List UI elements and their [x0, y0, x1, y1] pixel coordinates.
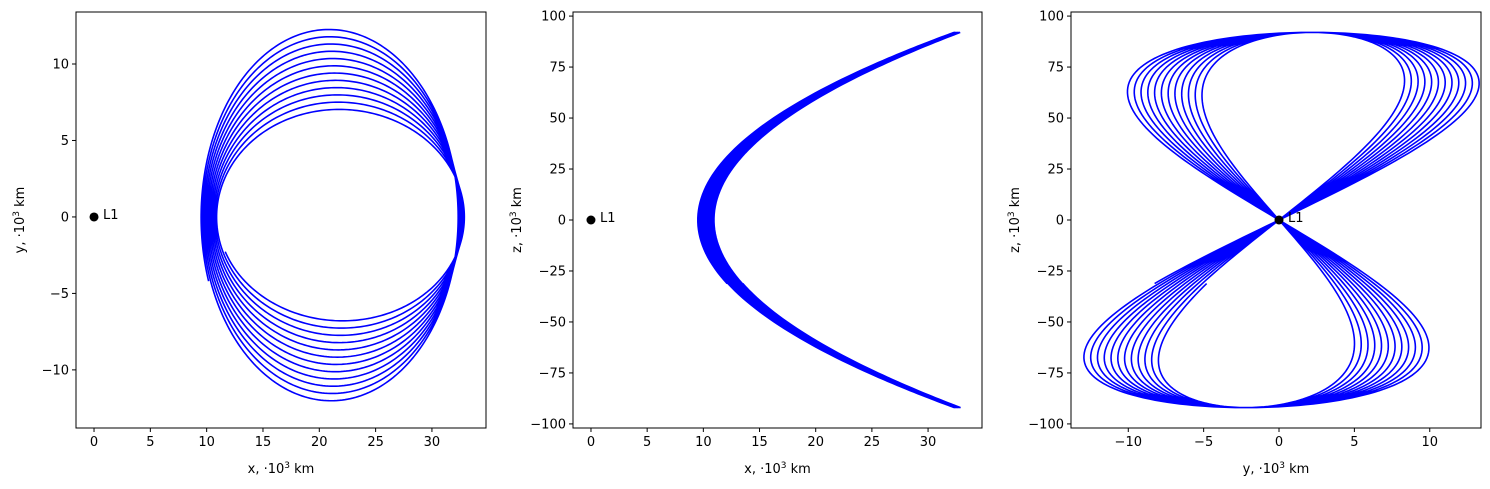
x-tick-label-xy: 25	[367, 435, 384, 450]
x-tick-label-xy: 15	[255, 435, 272, 450]
y-axis-label-yz: z, ·103 km	[1007, 187, 1023, 253]
panel-xz: L1 0 5 10 15 20 25 30 −100 −75 −50 −25 0 25 50 75 100 x, …	[509, 10, 983, 477]
x-tick-label-xz: 5	[643, 435, 651, 450]
y-tick-label-xz: −50	[539, 315, 566, 330]
x-tick-label-xy: 0	[90, 435, 98, 450]
y-axis-label-xy: y, ·103 km	[12, 187, 28, 254]
y-tick-label-xz: −75	[539, 366, 566, 381]
y-tick-label-yz: 100	[1039, 10, 1064, 25]
trajectory-line-yz	[1083, 31, 1480, 409]
trajectory-line-xy	[200, 28, 466, 402]
x-tick-label-yz: −5	[1194, 435, 1213, 450]
y-tick-label-xz: 75	[549, 61, 566, 76]
y-axis-label-xz: z, ·103 km	[509, 187, 525, 253]
y-tick-label-xy: −10	[42, 363, 69, 378]
l1-point-yz	[1274, 215, 1284, 225]
x-tick-label-yz: −10	[1115, 435, 1142, 450]
l1-point-xy	[89, 212, 99, 222]
l1-label-xy: L1	[103, 208, 119, 223]
y-tick-label-xz: 100	[541, 10, 566, 25]
trajectory-line-xz	[697, 31, 961, 409]
l1-label-xz: L1	[600, 211, 616, 226]
y-tick-label-xy: −5	[50, 287, 69, 302]
y-tick-label-xz: 25	[549, 163, 566, 178]
x-tick-label-yz: 0	[1275, 435, 1283, 450]
x-tick-label-xz: 15	[751, 435, 768, 450]
x-axis-label-xy: x, ·103 km	[248, 461, 315, 477]
y-tick-label-xy: 10	[52, 58, 69, 73]
x-tick-label-xz: 30	[920, 435, 937, 450]
y-tick-label-xz: −100	[530, 417, 566, 432]
axes-frame-xy	[75, 11, 487, 429]
x-axis-label-xz: x, ·103 km	[744, 461, 811, 477]
y-tick-label-yz: −50	[1037, 315, 1064, 330]
x-tick-label-xz: 10	[695, 435, 712, 450]
y-tick-label-yz: −25	[1037, 264, 1064, 279]
x-tick-label-xz: 20	[807, 435, 824, 450]
y-tick-label-xy: 0	[61, 210, 69, 225]
x-tick-label-yz: 5	[1350, 435, 1358, 450]
y-tick-label-xz: 50	[549, 112, 566, 127]
axes-frame-xz	[572, 11, 983, 429]
y-tick-label-xy: 5	[61, 134, 69, 149]
x-tick-label-xz: 25	[864, 435, 881, 450]
l1-label-yz: L1	[1288, 211, 1304, 226]
y-tick-label-yz: 50	[1047, 112, 1064, 127]
x-tick-label-xz: 0	[587, 435, 595, 450]
y-tick-label-xz: −25	[539, 264, 566, 279]
x-tick-label-yz: 10	[1421, 435, 1438, 450]
l1-point-xz	[586, 215, 596, 225]
panel-xy: L1 0 5 10 15 20 25 30 −10 −5 0 5 10 x, ·103 km y, ·103…	[12, 11, 487, 477]
x-tick-label-xy: 10	[198, 435, 215, 450]
y-tick-label-yz: 75	[1047, 61, 1064, 76]
y-tick-label-yz: 25	[1047, 163, 1064, 178]
x-tick-label-xy: 30	[424, 435, 441, 450]
y-tick-label-xz: 0	[558, 214, 566, 229]
x-axis-label-yz: y, ·103 km	[1243, 461, 1310, 477]
x-tick-label-xy: 20	[311, 435, 328, 450]
y-tick-label-yz: −75	[1037, 366, 1064, 381]
x-tick-label-xy: 5	[146, 435, 154, 450]
y-tick-label-yz: 0	[1056, 214, 1064, 229]
y-tick-label-yz: −100	[1028, 417, 1064, 432]
